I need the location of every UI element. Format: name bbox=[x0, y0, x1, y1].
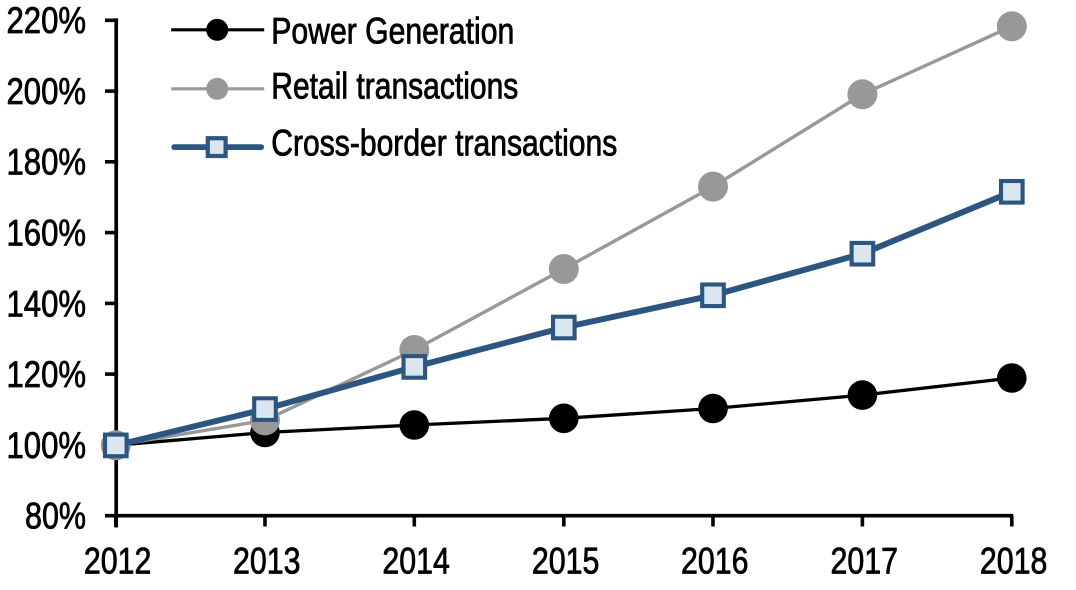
svg-text:180%: 180% bbox=[7, 142, 87, 183]
svg-text:2015: 2015 bbox=[532, 541, 600, 582]
svg-text:2013: 2013 bbox=[233, 541, 301, 582]
svg-text:160%: 160% bbox=[7, 213, 87, 254]
svg-text:140%: 140% bbox=[7, 283, 87, 324]
svg-text:Cross-border transactions: Cross-border transactions bbox=[271, 122, 617, 163]
svg-text:Retail transactions: Retail transactions bbox=[271, 65, 518, 106]
svg-text:80%: 80% bbox=[25, 496, 86, 537]
svg-text:2018: 2018 bbox=[980, 541, 1048, 582]
svg-text:2016: 2016 bbox=[681, 541, 749, 582]
svg-text:Power Generation: Power Generation bbox=[271, 10, 514, 51]
svg-text:2012: 2012 bbox=[84, 541, 152, 582]
svg-text:100%: 100% bbox=[7, 425, 87, 466]
svg-text:200%: 200% bbox=[7, 71, 87, 112]
svg-text:2014: 2014 bbox=[382, 541, 450, 582]
svg-text:2017: 2017 bbox=[830, 541, 898, 582]
svg-text:120%: 120% bbox=[7, 354, 87, 395]
svg-text:220%: 220% bbox=[7, 0, 87, 41]
